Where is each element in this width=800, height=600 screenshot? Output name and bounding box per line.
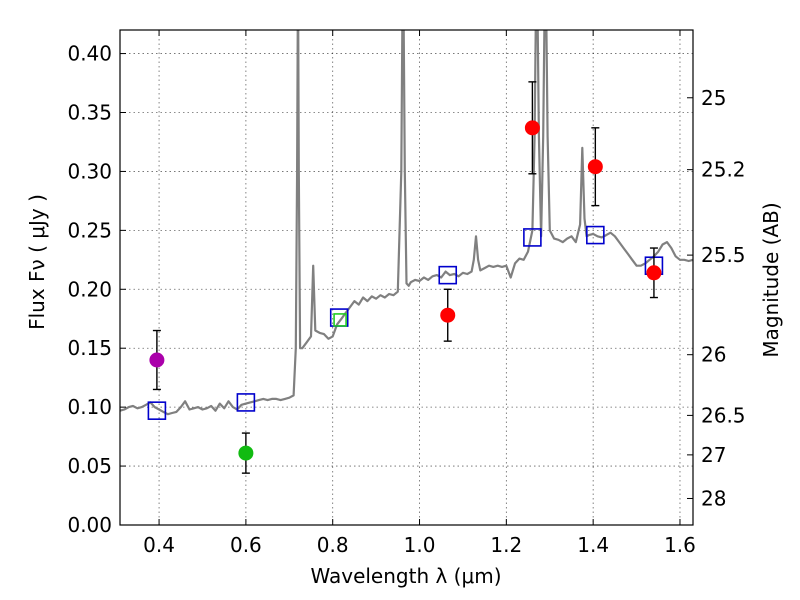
- right-y-tick-label: 25.5: [701, 243, 746, 267]
- observed-point: [524, 120, 540, 136]
- y-axis-label: Flux Fν ( μJy ): [25, 194, 49, 330]
- x-tick-label: 1.6: [664, 533, 696, 557]
- model-photometry-point: [523, 228, 542, 247]
- y-tick-label: 0.40: [67, 42, 112, 66]
- axis-ticks: 0.4 0.6 0.8 1.0 1.2 1.4 1.6 0.00 0.05 0.10 0.15 0.2…: [67, 30, 746, 557]
- observed-point: [587, 159, 603, 175]
- y-tick-label: 0.25: [67, 218, 112, 242]
- x-axis-label: Wavelength λ (μm): [310, 564, 501, 588]
- right-y-tick-label: 27: [701, 443, 726, 467]
- x-tick-label: 0.8: [317, 533, 349, 557]
- right-y-tick-label: 26: [701, 343, 726, 367]
- x-tick-label: 0.6: [230, 533, 262, 557]
- y-tick-label: 0.10: [67, 395, 112, 419]
- model-photometry-point: [236, 393, 256, 412]
- model-photometry-point: [147, 401, 167, 420]
- observed-point: [238, 445, 254, 461]
- y-tick-label: 0.05: [67, 454, 112, 478]
- right-y-tick-label: 25: [701, 86, 726, 110]
- observed-point: [440, 307, 456, 323]
- y-tick-label: 0.35: [67, 101, 112, 125]
- x-tick-label: 0.4: [143, 533, 175, 557]
- y-tick-label: 0.30: [67, 159, 112, 183]
- plot-frame: [119, 29, 694, 526]
- model-photometry-point: [438, 265, 458, 285]
- model-photometry-point: [333, 313, 347, 327]
- y-tick-label: 0.20: [67, 277, 112, 301]
- x-tick-label: 1.4: [577, 533, 609, 557]
- right-y-axis-label: Magnitude (AB): [759, 202, 783, 357]
- grid: [120, 30, 693, 526]
- observed-point: [149, 352, 165, 368]
- y-tick-label: 0.15: [67, 336, 112, 360]
- observed-point: [646, 265, 662, 281]
- x-tick-label: 1.2: [490, 533, 522, 557]
- right-y-tick-label: 25.2: [701, 158, 746, 182]
- x-tick-label: 1.0: [404, 533, 436, 557]
- data-points: [147, 81, 664, 474]
- right-y-tick-label: 28: [701, 486, 726, 510]
- model-photometry-point: [586, 225, 605, 245]
- right-y-tick-label: 26.5: [701, 403, 746, 427]
- y-tick-label: 0.00: [67, 513, 112, 537]
